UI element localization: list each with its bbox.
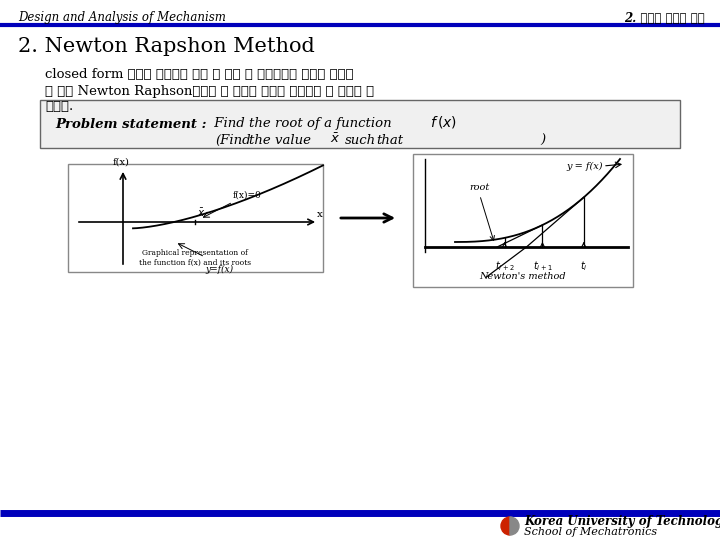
- Bar: [68, 164, 323, 272]
- Text: 법이다.: 법이다.: [45, 100, 73, 113]
- Bar: [40, 100, 680, 148]
- Text: Korea University of Technology and Education: Korea University of Technology and Educa…: [524, 516, 720, 529]
- Text: (Find: (Find: [215, 133, 251, 146]
- Text: such: such: [345, 133, 376, 146]
- Wedge shape: [501, 517, 510, 535]
- Text: $t_{i+2}$: $t_{i+2}$: [495, 259, 514, 273]
- Text: f(x)=0: f(x)=0: [233, 191, 262, 200]
- Text: ): ): [540, 133, 545, 146]
- Text: y = f(x): y = f(x): [567, 162, 603, 171]
- Text: 2. 비선형 방정식 해법: 2. 비선형 방정식 해법: [624, 11, 705, 24]
- Text: 게 되며 Newton Raphson방법은 잘 알려진 비선형 방정식을 풀 수있는 기: 게 되며 Newton Raphson방법은 잘 알려진 비선형 방정식을 풀 …: [45, 84, 374, 98]
- Text: the value: the value: [249, 133, 311, 146]
- Wedge shape: [510, 517, 519, 535]
- Text: Graphical representation of
the function f(x) and its roots: Graphical representation of the function…: [139, 249, 251, 267]
- Text: y=f(x): y=f(x): [205, 265, 233, 274]
- Text: $\bar{x}$: $\bar{x}$: [330, 132, 341, 146]
- Text: $t_{i+1}$: $t_{i+1}$: [533, 259, 552, 273]
- Bar: [413, 154, 633, 287]
- Text: 2. Newton Rapshon Method: 2. Newton Rapshon Method: [18, 37, 315, 57]
- Text: f(x): f(x): [112, 158, 130, 167]
- Text: School of Mechatronics: School of Mechatronics: [524, 527, 657, 537]
- Text: Design and Analysis of Mechanism: Design and Analysis of Mechanism: [18, 11, 226, 24]
- Text: Problem statement :: Problem statement :: [55, 118, 207, 131]
- Text: $f\,(x)$: $f\,(x)$: [430, 114, 457, 130]
- Text: Find the root of a function: Find the root of a function: [210, 118, 392, 131]
- Text: closed form 형태로 방정식을 구할 수 없을 때 수치해석적 방법을 이용하: closed form 형태로 방정식을 구할 수 없을 때 수치해석적 방법을…: [45, 69, 354, 82]
- Text: $\bar{x}$: $\bar{x}$: [197, 207, 205, 219]
- Text: $t_i$: $t_i$: [580, 259, 588, 273]
- Text: root: root: [469, 183, 490, 192]
- Text: x: x: [317, 210, 323, 219]
- Text: that: that: [376, 133, 403, 146]
- Text: Newton's method: Newton's method: [480, 272, 567, 281]
